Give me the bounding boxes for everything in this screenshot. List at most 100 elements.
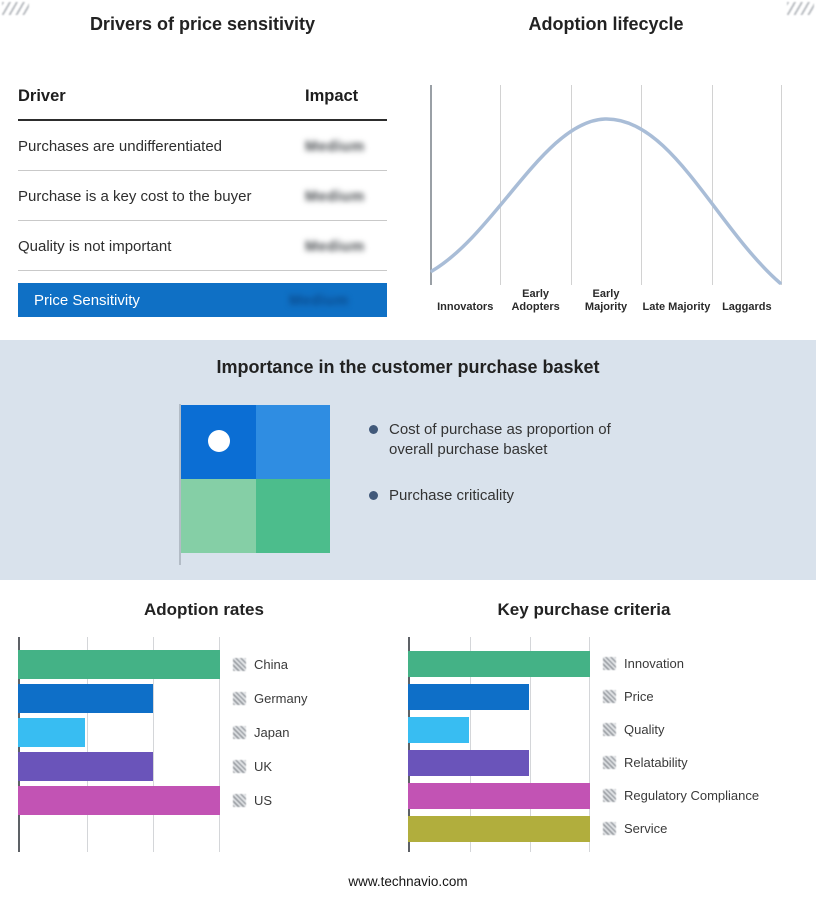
legend-label: Germany xyxy=(254,690,308,706)
legend-item: Germany xyxy=(233,691,307,706)
legend-label: UK xyxy=(254,758,273,774)
bar-row: UK xyxy=(18,749,408,783)
bar-service xyxy=(408,815,590,842)
quadrant-matrix-graphic xyxy=(181,405,330,553)
bar-track xyxy=(408,749,590,776)
driver-label: Quality is not important xyxy=(18,238,172,255)
impact-value-redacted: Medium xyxy=(305,238,365,255)
gridline xyxy=(530,637,531,852)
gridline xyxy=(711,85,713,285)
bar-us xyxy=(18,785,220,815)
basket-band-title: Importance in the customer purchase bask… xyxy=(216,357,600,377)
bullet-icon xyxy=(369,425,378,434)
bell-curve-graphic xyxy=(430,117,782,285)
legend-label: Innovation xyxy=(624,656,684,671)
hatch-swatch-icon xyxy=(233,759,246,773)
bar-quality xyxy=(408,716,469,743)
bar-rows: Innovation Price Quality Relatability Re… xyxy=(408,637,816,845)
table-row: Purchase is a key cost to the buyer Medi… xyxy=(18,171,387,221)
table-row: Quality is not important Medium xyxy=(18,221,387,271)
bar-track xyxy=(18,717,220,747)
key-purchase-criteria-chart: Key purchase criteria Innovation Price xyxy=(408,600,816,857)
bar-track xyxy=(18,683,220,713)
y-axis-line xyxy=(430,85,432,285)
bar-rows: China Germany Japan UK US xyxy=(18,637,408,817)
quadrant-axis-line xyxy=(179,404,181,565)
column-header-driver: Driver xyxy=(18,87,66,105)
gridline xyxy=(589,637,590,852)
bar-track xyxy=(408,650,590,677)
hatch-swatch-icon xyxy=(233,725,246,739)
bar-track xyxy=(18,649,220,679)
legend-item: Service xyxy=(603,821,667,836)
corner-crop-mark-right xyxy=(787,2,814,15)
lifecycle-stage-labels: Innovators Early Adopters Early Majority… xyxy=(430,288,782,314)
gridline xyxy=(469,637,471,852)
bar-uk xyxy=(18,751,153,781)
quadrant-top-left xyxy=(181,405,256,479)
hatch-swatch-icon xyxy=(603,789,616,802)
legend-label: China xyxy=(254,656,288,672)
legend-item: US xyxy=(233,793,272,808)
bullet-icon xyxy=(369,490,378,500)
hatch-swatch-icon xyxy=(233,793,246,807)
bar-row: US xyxy=(18,783,408,817)
adoption-rates-chart: Adoption rates China Germany Japan xyxy=(0,600,408,857)
bar-track xyxy=(408,782,590,809)
key-purchase-criteria-title: Key purchase criteria xyxy=(497,600,671,619)
stage-label-innovators: Innovators xyxy=(437,301,494,314)
adoption-rates-plot: China Germany Japan UK US xyxy=(18,637,408,857)
bar-row: Quality xyxy=(408,713,816,746)
legend-item: Regulatory Compliance xyxy=(603,788,759,803)
gridline xyxy=(500,85,502,285)
legend-label: Quality xyxy=(624,722,665,737)
bar-row: Japan xyxy=(18,715,408,749)
bar-track xyxy=(18,785,220,815)
gridline xyxy=(781,85,782,285)
bar-row: Regulatory Compliance xyxy=(408,779,816,812)
bar-row: China xyxy=(18,647,408,681)
price-sensitivity-summary-bar: Price Sensitivity Medium xyxy=(18,283,387,317)
corner-crop-mark-left xyxy=(2,2,29,15)
bullet-text: Cost of purchase as proportion of overal… xyxy=(389,421,611,458)
bar-japan xyxy=(18,717,86,747)
hatch-swatch-icon xyxy=(603,756,616,769)
hatch-swatch-icon xyxy=(603,690,616,703)
quadrant-top-right xyxy=(255,405,330,479)
basket-bullet-list: Cost of purchase as proportion of overal… xyxy=(369,420,643,505)
column-header-impact: Impact xyxy=(305,87,359,105)
bar-row: Relatability xyxy=(408,746,816,779)
impact-value-redacted: Medium xyxy=(305,188,365,205)
adoption-rates-title: Adoption rates xyxy=(144,600,264,619)
bar-innovation xyxy=(408,650,590,677)
gridline xyxy=(219,637,220,852)
legend-item: China xyxy=(233,657,288,672)
legend-label: Service xyxy=(624,821,668,836)
legend-item: Innovation xyxy=(603,656,684,671)
impact-value-redacted: Medium xyxy=(305,138,365,155)
hatch-swatch-icon xyxy=(603,723,616,736)
driver-label: Purchase is a key cost to the buyer xyxy=(18,188,252,205)
website-url: www.technavio.com xyxy=(348,874,468,889)
bar-germany xyxy=(18,683,153,713)
purchase-basket-band: Importance in the customer purchase bask… xyxy=(0,340,816,580)
focus-dot-icon xyxy=(208,430,230,452)
bar-track xyxy=(18,751,220,781)
summary-label: Price Sensitivity xyxy=(34,291,140,309)
gridline xyxy=(641,85,643,285)
hatch-swatch-icon xyxy=(603,657,616,670)
lifecycle-bell-chart xyxy=(430,85,782,285)
bar-row: Germany xyxy=(18,681,408,715)
bar-china xyxy=(18,649,220,679)
drivers-panel-title: Drivers of price sensitivity xyxy=(89,14,316,34)
stage-label-laggards: Laggards xyxy=(722,301,772,314)
bar-row: Service xyxy=(408,812,816,845)
price-sensitivity-panel: Drivers of price sensitivity Driver Impa… xyxy=(18,14,387,317)
drivers-table-header: Driver Impact xyxy=(18,87,387,121)
bar-row: Price xyxy=(408,680,816,713)
gridline xyxy=(86,637,88,852)
adoption-lifecycle-panel: Adoption lifecycle Innovators Early Adop… xyxy=(430,14,782,314)
table-row: Purchases are undifferentiated Medium xyxy=(18,121,387,171)
list-item: Purchase criticality xyxy=(369,486,643,506)
